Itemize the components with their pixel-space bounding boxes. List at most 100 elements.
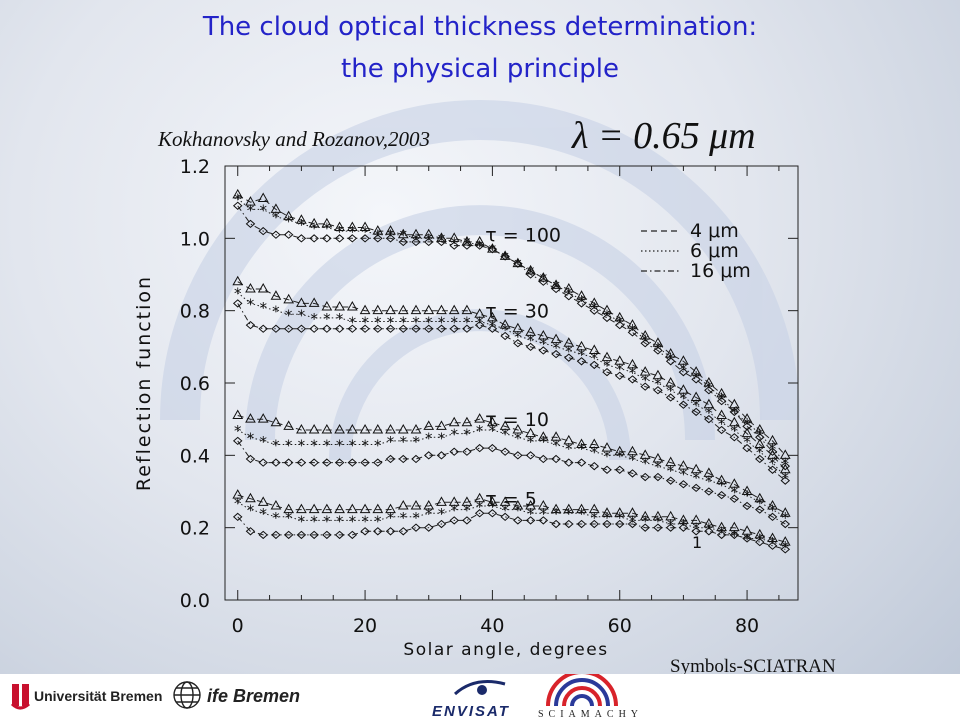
series-9 bbox=[232, 489, 791, 546]
diamond-marker bbox=[385, 324, 396, 333]
triangle-marker bbox=[334, 423, 345, 434]
star-marker: * bbox=[387, 509, 395, 527]
triangle-marker bbox=[767, 532, 778, 543]
diamond-marker bbox=[678, 523, 689, 532]
triangle-marker bbox=[321, 217, 333, 228]
y-axis-label: Reflection function bbox=[133, 275, 155, 491]
diamond-marker bbox=[449, 516, 459, 525]
legend-label: 16 μm bbox=[690, 260, 751, 282]
triangle-marker bbox=[767, 499, 778, 510]
triangle-marker bbox=[232, 489, 244, 499]
diamond-marker bbox=[525, 516, 536, 525]
diamond-marker bbox=[423, 324, 434, 333]
star-marker: * bbox=[476, 422, 484, 440]
triangle-marker bbox=[499, 319, 511, 329]
triangle-marker bbox=[385, 225, 396, 235]
diamond-marker bbox=[373, 458, 383, 467]
series-line bbox=[237, 501, 786, 547]
triangle-marker bbox=[767, 434, 778, 445]
star-marker: * bbox=[425, 429, 433, 447]
triangle-marker bbox=[728, 398, 740, 409]
star-marker: * bbox=[438, 429, 446, 447]
series-line bbox=[237, 281, 786, 471]
triangle-marker bbox=[754, 438, 766, 448]
diamond-marker bbox=[589, 360, 600, 370]
star-marker: * bbox=[629, 451, 637, 469]
star-marker: * bbox=[285, 306, 293, 324]
star-marker: * bbox=[680, 389, 688, 407]
star-marker: * bbox=[374, 227, 382, 245]
x-tick-label: 60 bbox=[608, 615, 632, 637]
star-marker: * bbox=[412, 314, 420, 332]
diamond-marker bbox=[614, 320, 625, 330]
triangle-marker bbox=[690, 391, 702, 401]
diamond-marker bbox=[360, 527, 370, 536]
diamond-marker bbox=[462, 447, 472, 456]
star-marker: * bbox=[234, 494, 242, 512]
triangle-marker bbox=[639, 366, 651, 376]
star-marker: * bbox=[463, 502, 471, 520]
diamond-marker bbox=[653, 346, 663, 355]
diamond-marker bbox=[245, 219, 256, 229]
triangle-marker bbox=[665, 510, 677, 521]
star-marker: * bbox=[578, 440, 586, 458]
triangle-marker bbox=[741, 485, 753, 495]
y-axis: 0.0 0.2 0.4 0.6 0.8 1.0 1.2 bbox=[180, 156, 798, 612]
diamond-marker bbox=[360, 234, 370, 243]
ife-globe-icon bbox=[173, 681, 201, 709]
triangle-marker bbox=[487, 496, 498, 506]
reflection-chart: Kokhanovsky and Rozanov,2003 λ = 0.65 μm… bbox=[133, 100, 800, 660]
triangle-marker bbox=[576, 290, 587, 300]
diamond-marker bbox=[614, 519, 625, 529]
diamond-marker bbox=[500, 447, 510, 456]
triangle-marker bbox=[257, 192, 269, 203]
diamond-marker bbox=[513, 339, 523, 348]
diamond-marker bbox=[232, 299, 243, 308]
star-marker: * bbox=[450, 234, 458, 252]
diamond-marker bbox=[691, 483, 701, 493]
triangle-marker bbox=[423, 304, 435, 315]
diamond-marker bbox=[449, 447, 459, 456]
diamond-marker bbox=[640, 523, 650, 532]
diamond-marker bbox=[538, 516, 549, 525]
star-marker: * bbox=[387, 314, 395, 332]
diamond-marker bbox=[678, 400, 689, 409]
triangle-marker bbox=[627, 319, 638, 329]
triangle-marker bbox=[397, 228, 409, 239]
diamond-marker bbox=[653, 523, 663, 532]
star-marker: * bbox=[361, 436, 369, 454]
series-1: * * * * * * * * * * * * * * * * * * * * * * * * * * * * * * * * * * * * * * * *… bbox=[234, 191, 790, 473]
triangle-marker bbox=[385, 503, 396, 514]
triangle-marker bbox=[321, 301, 333, 311]
background-arcs-decoration bbox=[160, 100, 800, 461]
diamond-marker bbox=[411, 324, 421, 333]
star-marker: * bbox=[259, 299, 267, 317]
diamond-marker bbox=[334, 234, 345, 243]
star-marker: * bbox=[247, 295, 255, 313]
triangle-marker bbox=[652, 510, 664, 521]
star-marker: * bbox=[489, 317, 497, 335]
triangle-marker bbox=[690, 514, 702, 524]
triangle-marker bbox=[283, 293, 295, 304]
diamond-marker bbox=[729, 433, 740, 442]
star-marker: * bbox=[285, 212, 293, 230]
diamond-marker bbox=[436, 451, 447, 460]
star-marker: * bbox=[527, 433, 535, 451]
star-marker: * bbox=[310, 219, 318, 237]
triangle-marker bbox=[436, 304, 447, 315]
triangle-marker bbox=[308, 503, 320, 514]
diamond-marker bbox=[691, 375, 701, 384]
triangle-marker bbox=[487, 416, 498, 427]
triangle-marker bbox=[678, 460, 689, 470]
star-marker: * bbox=[782, 455, 790, 473]
ife-bremen-logo-text: ife Bremen bbox=[207, 686, 300, 706]
diamond-marker bbox=[576, 357, 587, 366]
star-marker: * bbox=[234, 285, 242, 303]
diamond-marker bbox=[589, 462, 600, 471]
star-marker: * bbox=[336, 436, 344, 454]
triangle-marker bbox=[270, 416, 282, 427]
triangle-marker bbox=[690, 463, 702, 474]
triangle-marker bbox=[359, 503, 371, 514]
star-marker: * bbox=[400, 314, 408, 332]
triangle-marker bbox=[614, 311, 626, 322]
